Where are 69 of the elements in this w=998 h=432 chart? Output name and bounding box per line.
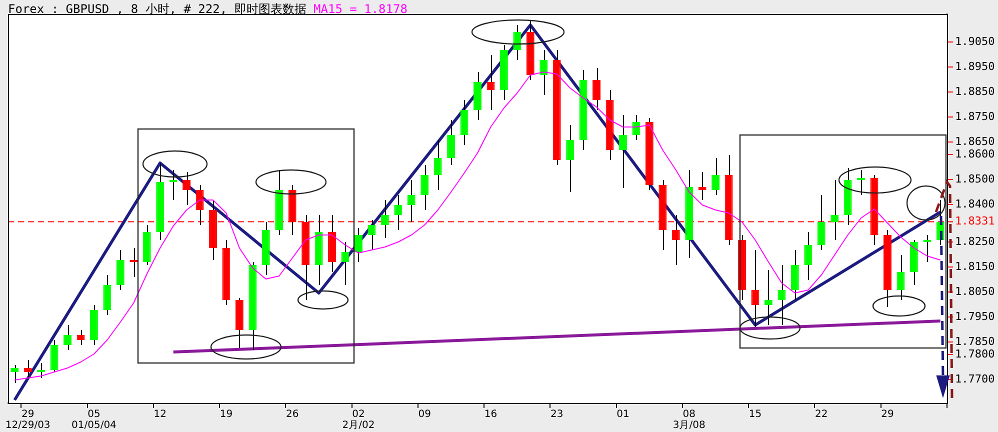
annotation: MA15 = 1.8178 bbox=[314, 2, 408, 16]
x-tick-label: 29 12/29/03 bbox=[5, 409, 50, 432]
y-tick-label: 1.7850 bbox=[955, 334, 995, 348]
candlestick bbox=[10, 364, 19, 384]
candlestick bbox=[486, 54, 495, 110]
candlestick bbox=[751, 250, 760, 328]
x-tick-label: 23 bbox=[550, 409, 564, 420]
y-tick-label: 1.7950 bbox=[955, 310, 995, 323]
candlestick bbox=[420, 164, 429, 210]
y-tick-label: 1.8250 bbox=[955, 234, 995, 248]
y-tick-label: 1.8600 bbox=[955, 147, 995, 160]
candlestick bbox=[592, 68, 600, 110]
candlestick bbox=[407, 180, 416, 222]
x-tick-label: 01 bbox=[616, 409, 630, 420]
x-tick-label: 29 bbox=[881, 409, 894, 420]
candlestick bbox=[698, 172, 706, 200]
candlestick bbox=[619, 114, 627, 188]
candlestick bbox=[857, 170, 866, 196]
y-tick-label: 1.8650 bbox=[955, 134, 995, 148]
candlestick bbox=[116, 250, 124, 290]
candlestick bbox=[103, 274, 112, 316]
candlestick bbox=[778, 264, 786, 326]
x-tick-label: 22 bbox=[814, 409, 828, 420]
y-tick-label: 1.8500 bbox=[955, 172, 995, 186]
candlestick bbox=[923, 234, 932, 262]
candlestick bbox=[50, 340, 58, 372]
x-tick-label: 15 bbox=[748, 409, 762, 420]
candlestick bbox=[896, 254, 905, 300]
candlestick bbox=[804, 232, 812, 280]
ref-line-label: 1.8331 bbox=[955, 214, 995, 228]
candlestick bbox=[513, 24, 522, 60]
candlestick bbox=[354, 228, 362, 262]
candlestick bbox=[764, 270, 772, 326]
candlestick bbox=[790, 250, 799, 300]
candlestick bbox=[460, 100, 468, 146]
candlestick bbox=[76, 330, 85, 346]
candlestick bbox=[24, 360, 32, 378]
x-tick-label: 05 01/05/04 bbox=[72, 409, 116, 432]
y-tick-label: 1.8850 bbox=[955, 84, 995, 98]
x-tick-label: 08 3月/08 bbox=[672, 409, 706, 432]
candlestick bbox=[817, 194, 826, 250]
candlestick bbox=[540, 50, 548, 96]
y-tick-label: 1.8050 bbox=[955, 284, 995, 298]
y-tick-label: 1.7800 bbox=[955, 347, 995, 360]
y-tick-label: 1.8400 bbox=[955, 197, 995, 210]
x-tick-label: 19 bbox=[220, 409, 233, 420]
candlestick bbox=[380, 200, 389, 238]
candlestick bbox=[368, 220, 376, 250]
x-tick-label: 26 bbox=[286, 409, 299, 420]
x-tick-label: 02 2月/02 bbox=[342, 409, 375, 432]
y-tick-label: 1.9050 bbox=[955, 34, 995, 48]
y-tick-label: 1.7700 bbox=[955, 372, 995, 386]
x-tick-label: 12 bbox=[154, 409, 166, 420]
x-tick-label: 16 bbox=[484, 409, 498, 420]
y-tick-label: 1.8150 bbox=[955, 260, 995, 273]
x-tick-label: 09 bbox=[418, 409, 431, 420]
candlestick bbox=[130, 248, 138, 278]
candlestick bbox=[447, 120, 456, 166]
candlestick bbox=[434, 140, 442, 190]
candlestick bbox=[341, 242, 350, 286]
candlestick bbox=[830, 180, 839, 240]
candlestick bbox=[37, 362, 46, 378]
candlestick bbox=[394, 194, 402, 230]
candlestick bbox=[169, 170, 178, 200]
y-tick-label: 1.8950 bbox=[955, 60, 995, 73]
candlestick bbox=[566, 124, 574, 192]
y-tick-label: 1.8750 bbox=[955, 110, 995, 123]
candlestick bbox=[712, 158, 720, 196]
candlestick bbox=[672, 214, 680, 266]
